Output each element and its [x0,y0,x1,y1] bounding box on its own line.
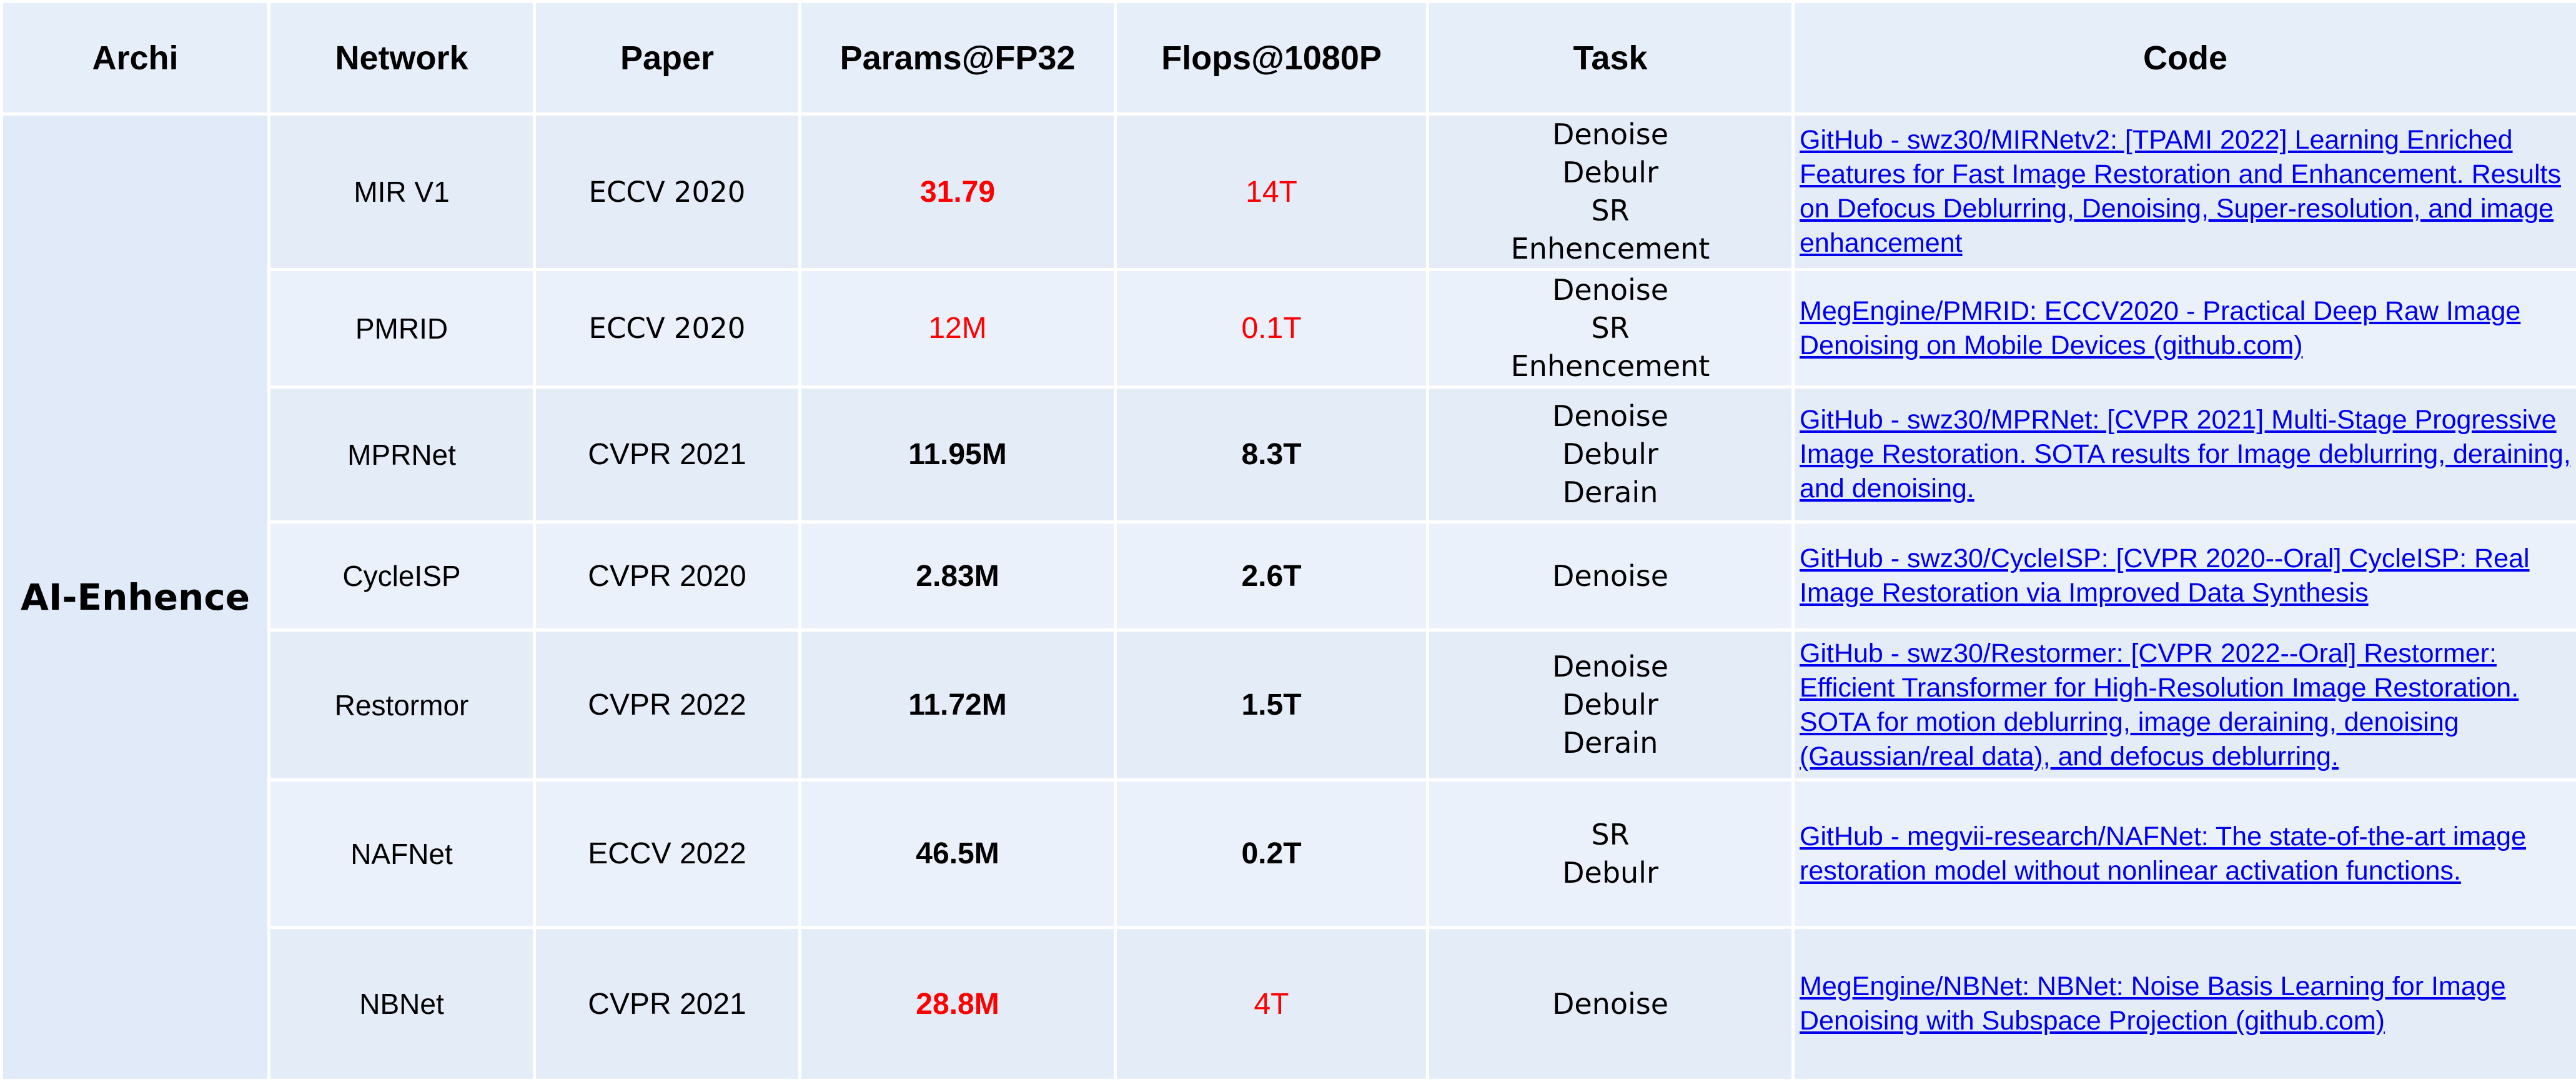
flops-cell: 1.5T [1116,630,1428,780]
paper-cell: ECCV 2022 [535,780,800,928]
code-link[interactable]: MegEngine/PMRID: ECCV2020 - Practical De… [1800,294,2574,363]
table-row: MPRNet CVPR 2021 11.95M 8.3T Denoise Deb… [2,387,2576,522]
network-cell: MIR V1 [269,114,535,270]
table-row: PMRID ECCV 2020 12M 0.1T Denoise SR Enhe… [2,270,2576,387]
code-cell: GitHub - swz30/MIRNetv2: [TPAMI 2022] Le… [1793,114,2576,270]
network-cell: NAFNet [269,780,535,928]
network-cell: MPRNet [269,387,535,522]
network-cell: Restormor [269,630,535,780]
paper-cell: ECCV 2020 [535,270,800,387]
code-cell: MegEngine/NBNet: NBNet: Noise Basis Lear… [1793,928,2576,1081]
header-row: Archi Network Paper Params@FP32 Flops@10… [2,2,2576,114]
code-link[interactable]: MegEngine/NBNet: NBNet: Noise Basis Lear… [1800,970,2574,1038]
header-params: Params@FP32 [800,2,1116,114]
task-cell: Denoise Debulr Derain [1428,387,1793,522]
table-row: NBNet CVPR 2021 28.8M 4T Denoise MegEngi… [2,928,2576,1081]
code-link[interactable]: GitHub - megvii-research/NAFNet: The sta… [1800,820,2574,888]
code-link[interactable]: GitHub - swz30/MIRNetv2: [TPAMI 2022] Le… [1800,123,2574,261]
table-row: NAFNet ECCV 2022 46.5M 0.2T SR Debulr Gi… [2,780,2576,928]
task-item: Derain [1429,724,1791,762]
task-item: SR [1429,309,1791,347]
task-item: Derain [1429,474,1791,512]
params-cell: 2.83M [800,522,1116,630]
params-cell: 11.72M [800,630,1116,780]
task-cell: Denoise [1428,522,1793,630]
task-item: Denoise [1429,271,1791,309]
code-link[interactable]: GitHub - swz30/MPRNet: [CVPR 2021] Multi… [1800,403,2574,506]
header-code: Code [1793,2,2576,114]
flops-cell: 2.6T [1116,522,1428,630]
network-cell: PMRID [269,270,535,387]
params-cell: 31.79 [800,114,1116,270]
flops-cell: 4T [1116,928,1428,1081]
task-item: Denoise [1429,557,1791,595]
code-cell: GitHub - swz30/CycleISP: [CVPR 2020--Ora… [1793,522,2576,630]
task-cell: Denoise Debulr Derain [1428,630,1793,780]
task-cell: Denoise Debulr SR Enhencement [1428,114,1793,270]
task-item: Debulr [1429,154,1791,192]
task-item: Debulr [1429,435,1791,474]
task-cell: Denoise SR Enhencement [1428,270,1793,387]
task-item: Debulr [1429,854,1791,892]
code-cell: MegEngine/PMRID: ECCV2020 - Practical De… [1793,270,2576,387]
task-item: Denoise [1429,397,1791,435]
paper-cell: CVPR 2020 [535,522,800,630]
network-cell: NBNet [269,928,535,1081]
paper-cell: ECCV 2020 [535,114,800,270]
flops-cell: 0.1T [1116,270,1428,387]
header-archi: Archi [2,2,269,114]
header-task: Task [1428,2,1793,114]
task-cell: SR Debulr [1428,780,1793,928]
task-item: Enhencement [1429,230,1791,268]
table-row: AI-Enhence MIR V1 ECCV 2020 31.79 14T De… [2,114,2576,270]
task-item: Debulr [1429,686,1791,724]
task-item: SR [1429,192,1791,230]
params-cell: 28.8M [800,928,1116,1081]
table-row: Restormor CVPR 2022 11.72M 1.5T Denoise … [2,630,2576,780]
code-cell: GitHub - swz30/MPRNet: [CVPR 2021] Multi… [1793,387,2576,522]
archi-cell: AI-Enhence [2,114,269,1081]
params-cell: 11.95M [800,387,1116,522]
task-item: SR [1429,816,1791,854]
paper-cell: CVPR 2021 [535,928,800,1081]
task-item: Enhencement [1429,347,1791,385]
flops-cell: 0.2T [1116,780,1428,928]
code-cell: GitHub - swz30/Restormer: [CVPR 2022--Or… [1793,630,2576,780]
table-row: CycleISP CVPR 2020 2.83M 2.6T Denoise Gi… [2,522,2576,630]
flops-cell: 8.3T [1116,387,1428,522]
params-cell: 12M [800,270,1116,387]
flops-cell: 14T [1116,114,1428,270]
network-cell: CycleISP [269,522,535,630]
paper-cell: CVPR 2021 [535,387,800,522]
header-network: Network [269,2,535,114]
code-link[interactable]: GitHub - swz30/Restormer: [CVPR 2022--Or… [1800,637,2574,774]
params-cell: 46.5M [800,780,1116,928]
task-item: Denoise [1429,648,1791,686]
header-flops: Flops@1080P [1116,2,1428,114]
code-cell: GitHub - megvii-research/NAFNet: The sta… [1793,780,2576,928]
code-link[interactable]: GitHub - swz30/CycleISP: [CVPR 2020--Ora… [1800,542,2574,610]
header-paper: Paper [535,2,800,114]
paper-cell: CVPR 2022 [535,630,800,780]
task-item: Denoise [1429,985,1791,1023]
task-item: Denoise [1429,116,1791,154]
task-cell: Denoise [1428,928,1793,1081]
